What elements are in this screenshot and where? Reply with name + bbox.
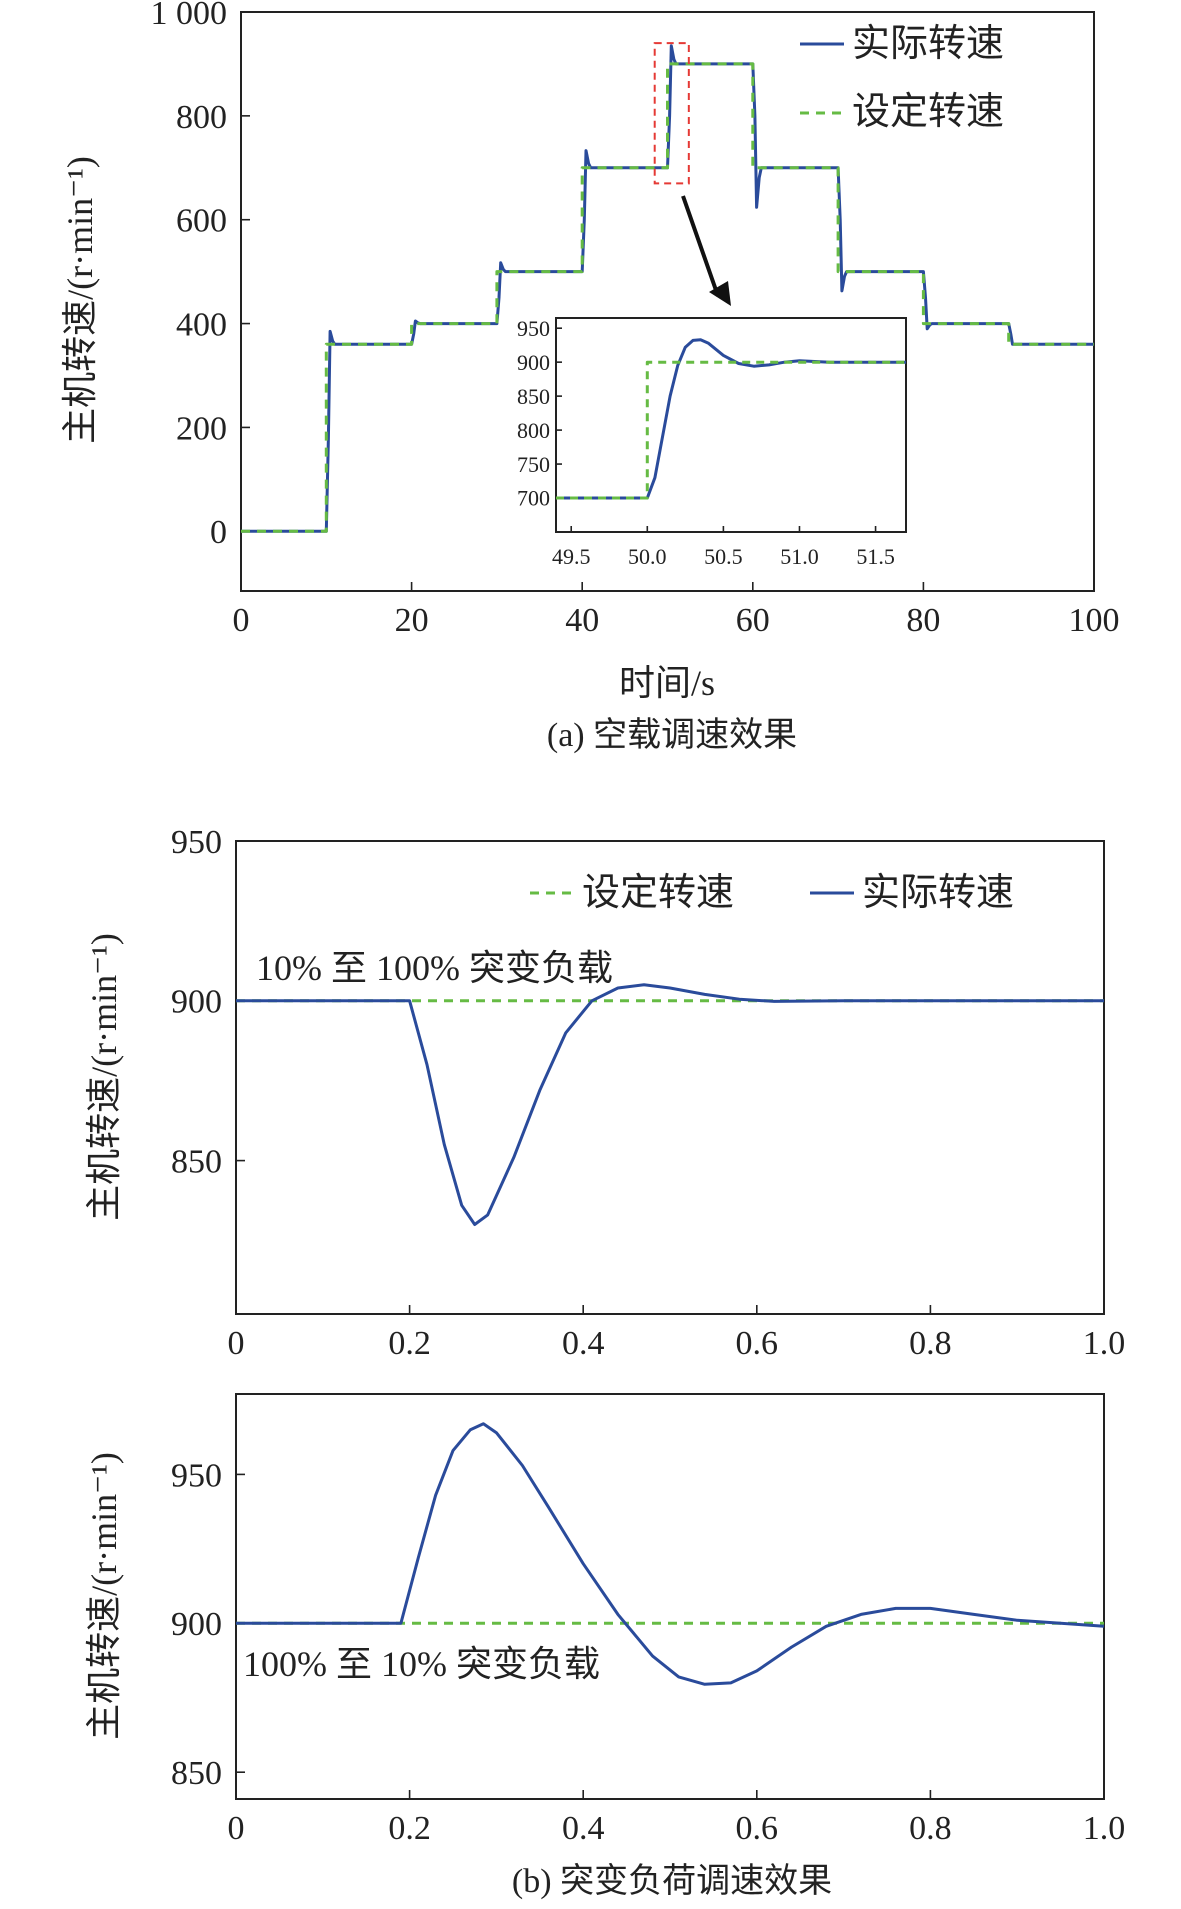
legend: 设定转速 实际转速 — [530, 872, 1014, 914]
y-axis-label: 主机转速/(r·min⁻¹) — [84, 933, 124, 1221]
chart-a-inset: 49.5 50.0 50.5 51.0 51.5 700 750 800 850 900 950 — [517, 316, 907, 569]
x-tick-label: 0.4 — [562, 1810, 605, 1847]
y-tick-label: 850 — [171, 1143, 222, 1180]
y-tick-label: 750 — [517, 452, 550, 477]
y-tick-label: 850 — [171, 1755, 222, 1792]
y-axis-label: 主机转速/(r·min⁻¹) — [84, 1452, 124, 1740]
y-tick-label: 700 — [517, 486, 550, 511]
annotation-label: 10% 至 100% 突变负载 — [256, 948, 613, 988]
legend-actual-label: 实际转速 — [862, 872, 1014, 914]
x-tick-label: 80 — [906, 602, 940, 639]
chart-b2: 0 0.2 0.4 0.6 0.8 1.0 850 900 950 100% 至 10% 突变负载… — [84, 1393, 1126, 1847]
x-tick-label: 0 — [233, 602, 250, 639]
x-axis-label: 时间/s — [619, 663, 715, 703]
zoom-arrow — [681, 195, 720, 297]
y-tick-label: 900 — [171, 984, 222, 1021]
plot-area — [235, 1393, 1105, 1800]
x-tick-label: 20 — [395, 602, 429, 639]
y-tick-label: 600 — [176, 203, 227, 240]
x-tick-label: 0 — [228, 1325, 245, 1362]
legend-actual-label: 实际转速 — [852, 23, 1004, 65]
y-tick-label: 0 — [210, 514, 227, 551]
inset-plot-area — [555, 317, 907, 533]
x-tick-label: 0.8 — [909, 1810, 952, 1847]
series-actual-line — [236, 1422, 1105, 1686]
chart-b1: 0 0.2 0.4 0.6 0.8 1.0 850 900 950 10% 至 100% 突变负载… — [84, 824, 1125, 1362]
legend-setpoint-label: 设定转速 — [582, 872, 734, 914]
legend-setpoint-label: 设定转速 — [852, 91, 1004, 133]
x-tick-label: 1.0 — [1083, 1325, 1126, 1362]
y-tick-label: 400 — [176, 306, 227, 343]
x-tick-label: 60 — [736, 602, 770, 639]
x-tick-label: 0.6 — [736, 1325, 779, 1362]
y-tick-label: 1 000 — [151, 0, 228, 32]
x-tick-label: 0.6 — [736, 1810, 779, 1847]
x-tick-label: 0.2 — [388, 1325, 431, 1362]
y-tick-label: 200 — [176, 410, 227, 447]
y-tick-label: 800 — [517, 418, 550, 443]
zoom-region-box — [653, 42, 690, 185]
y-tick-label: 800 — [176, 99, 227, 136]
x-tick-label: 50.0 — [628, 544, 667, 569]
x-tick-label: 49.5 — [552, 544, 591, 569]
x-tick-label: 0.2 — [388, 1810, 431, 1847]
caption-a: (a) 空载调速效果 — [547, 716, 797, 754]
y-tick-label: 900 — [517, 350, 550, 375]
series-actual-line — [236, 983, 1104, 1226]
y-tick-label: 900 — [171, 1606, 222, 1643]
annotation-label: 100% 至 10% 突变负载 — [243, 1644, 600, 1684]
x-tick-label: 50.5 — [704, 544, 743, 569]
x-tick-label: 40 — [565, 602, 599, 639]
x-tick-label: 0.8 — [909, 1325, 952, 1362]
caption-b: (b) 突变负荷调速效果 — [512, 1862, 832, 1900]
y-tick-label: 850 — [517, 384, 550, 409]
x-tick-label: 0 — [228, 1810, 245, 1847]
plot-area — [235, 840, 1105, 1315]
zoom-arrow-head — [709, 281, 731, 306]
series-actual-line — [241, 44, 1094, 533]
x-tick-label: 51.5 — [856, 544, 895, 569]
x-tick-label: 51.0 — [780, 544, 819, 569]
y-tick-label: 950 — [517, 316, 550, 341]
inset-series-setpoint-line — [556, 360, 906, 500]
x-tick-label: 1.0 — [1083, 1810, 1126, 1847]
y-axis-label: 主机转速/(r·min⁻¹) — [60, 156, 100, 444]
series-setpoint-line — [241, 62, 1094, 533]
y-tick-label: 950 — [171, 1457, 222, 1494]
y-tick-label: 950 — [171, 824, 222, 861]
x-tick-label: 100 — [1069, 602, 1120, 639]
x-tick-label: 0.4 — [562, 1325, 605, 1362]
